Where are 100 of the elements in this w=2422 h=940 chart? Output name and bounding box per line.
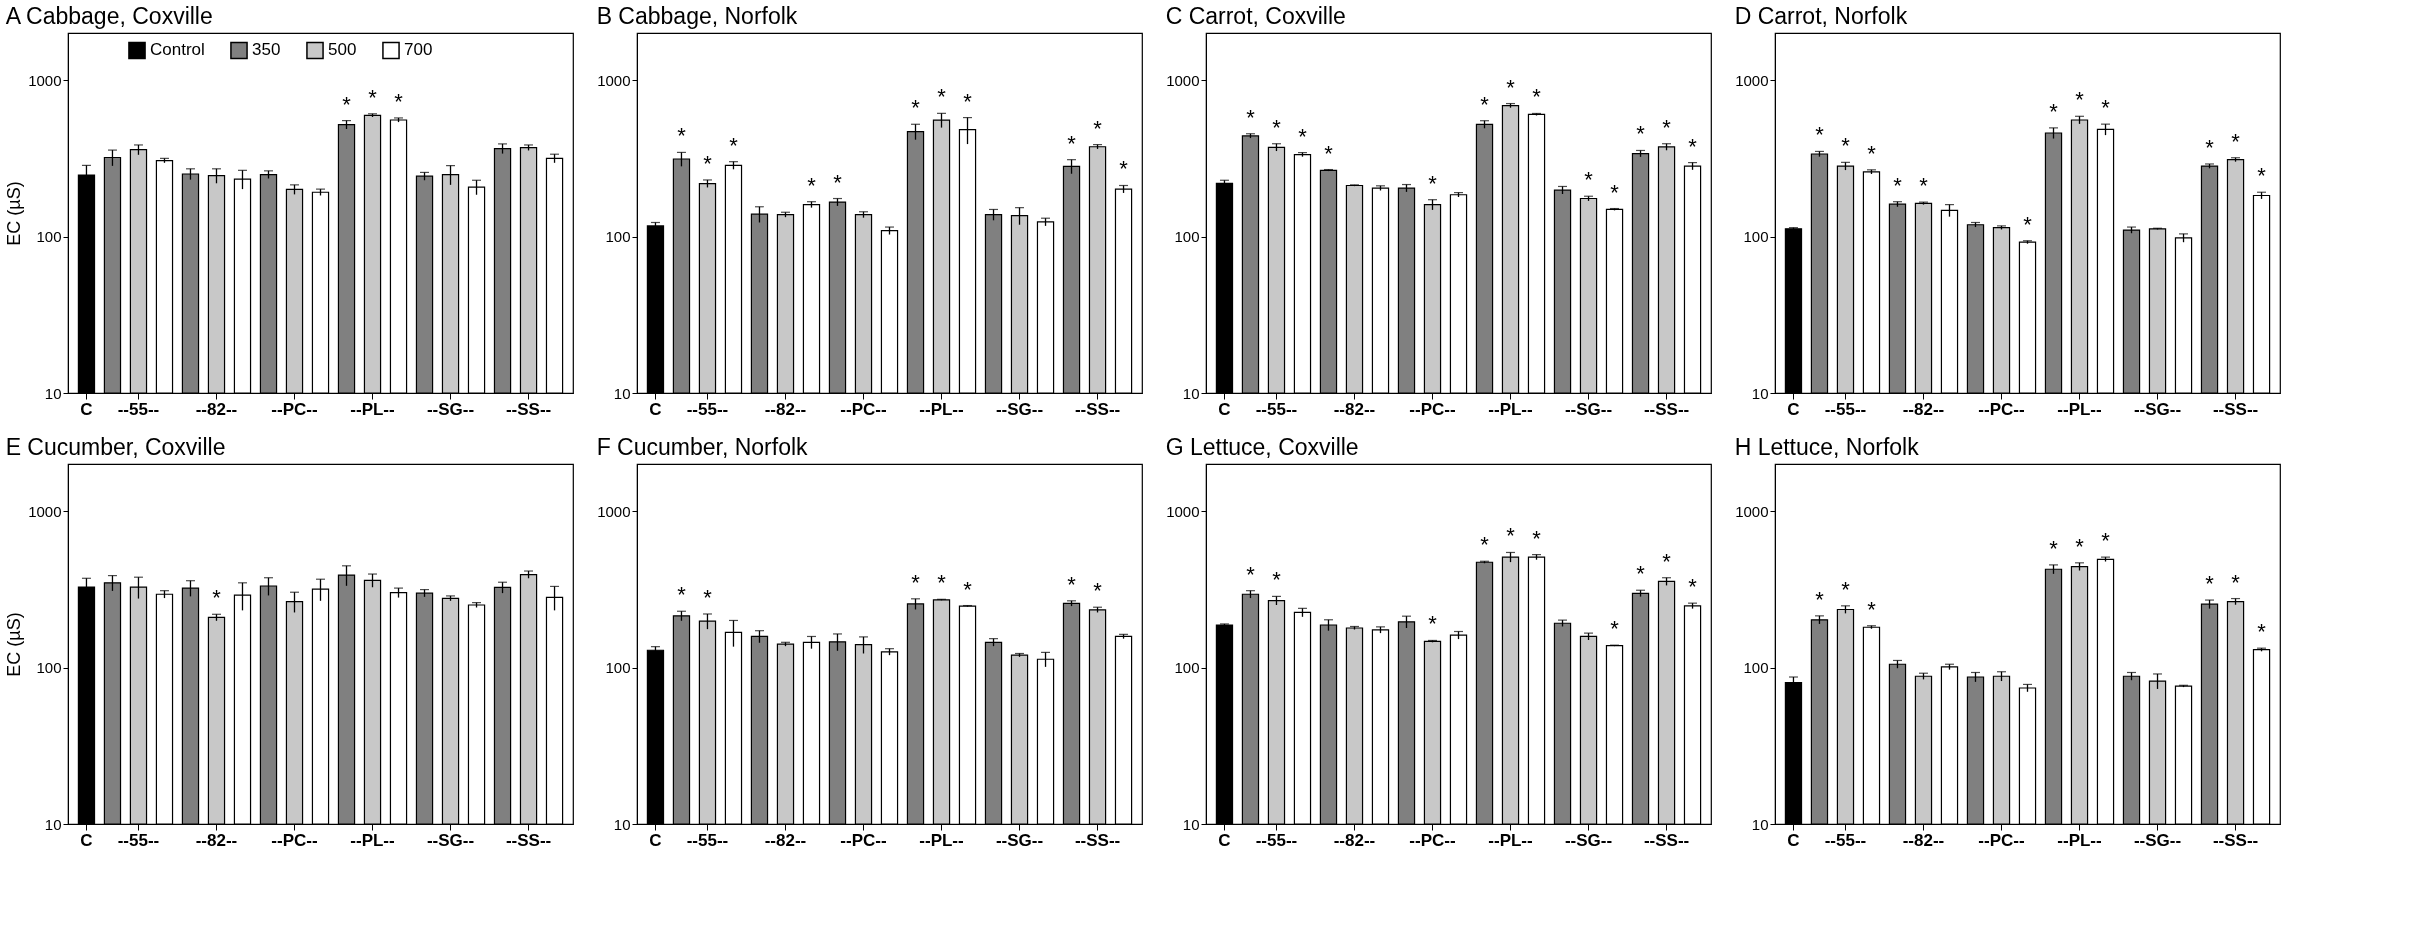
data-label: * [1272,114,1282,140]
data-label: * [937,570,947,596]
x-tick-label: --SG-- [995,830,1044,850]
x-tick-label: --SG-- [426,830,475,850]
x-tick-label: C [1218,399,1231,419]
x-tick-label: --PL-- [919,399,964,419]
data-label: * [963,88,973,114]
data-label: * [1636,121,1646,147]
chart-title: C Carrot, Coxville [1165,3,1346,29]
data-label: * [2205,571,2215,597]
x-tick-label: --PL-- [1488,830,1533,850]
data-label: * [1662,114,1672,140]
x-tick-label: C [649,830,662,850]
data-label: * [1610,616,1620,642]
chart-title: G Lettuce, Coxville [1165,434,1359,460]
data-label: * [1428,170,1438,196]
y-tick-label: 100 [36,228,62,246]
x-tick-label: --SG-- [1564,830,1613,850]
data-label: * [1093,578,1103,604]
legend-label: 350 [252,40,281,60]
data-label: * [2075,533,2085,559]
y-axis-title: EC (µS) [4,612,25,677]
x-tick-label: --82-- [1902,399,1945,419]
data-label: * [677,582,687,608]
data-label: * [1688,574,1698,600]
x-tick-label: --82-- [764,399,807,419]
x-tick-label: --PC-- [840,399,887,419]
x-tick-label: --SS-- [2212,399,2259,419]
x-tick-label: --PL-- [1488,399,1533,419]
data-label: * [1636,561,1646,587]
x-tick-label: --55-- [686,830,729,850]
x-tick-label: C [649,399,662,419]
data-label: * [1272,567,1282,593]
x-tick-label: --55-- [1255,830,1298,850]
chart-title: A Cabbage, Coxville [5,3,213,29]
data-label: * [1298,123,1308,149]
x-tick-label: --PC-- [840,830,887,850]
data-label: * [2257,163,2267,189]
y-tick-label: 10 [613,384,631,402]
chart-title: E Cucumber, Coxville [5,434,226,460]
data-label: * [2101,528,2111,554]
x-tick-label: --PC-- [1978,399,2025,419]
data-label: * [1815,122,1825,148]
data-label: * [1867,596,1877,622]
x-tick-label: --PC-- [1978,830,2025,850]
data-label: * [2231,569,2241,595]
x-tick-label: --SG-- [1564,399,1613,419]
data-label: * [1506,74,1516,100]
data-label: * [677,123,687,149]
y-tick-label: 100 [1174,228,1200,246]
y-tick-label: 10 [1182,815,1200,833]
data-label: * [1532,84,1542,110]
data-label: * [1919,173,1929,199]
y-axis-title: EC (µS) [4,181,25,246]
data-label: * [937,84,947,110]
x-tick-label: --SS-- [505,399,552,419]
data-label: * [1893,172,1903,198]
data-label: * [1428,611,1438,637]
data-label: * [1324,140,1334,166]
chart-title: F Cucumber, Norfolk [596,434,809,460]
data-label: * [2075,87,2085,113]
x-tick-label: --PC-- [1409,830,1456,850]
x-tick-label: --55-- [686,399,729,419]
x-tick-label: --PL-- [2057,830,2102,850]
x-tick-label: --SS-- [1643,830,1690,850]
data-label: * [703,150,713,176]
y-tick-label: 100 [605,659,631,677]
x-tick-label: --SG-- [2133,830,2182,850]
data-label: * [1815,586,1825,612]
x-tick-label: C [1787,399,1800,419]
legend-label: 500 [328,40,357,60]
x-tick-label: --SS-- [1643,399,1690,419]
data-label: * [703,584,713,610]
data-label: * [1841,576,1851,602]
data-label: * [1067,130,1077,156]
data-label: * [1506,523,1516,549]
x-tick-label: --SG-- [2133,399,2182,419]
data-label: * [2049,98,2059,124]
y-tick-label: 1000 [1166,502,1200,520]
x-tick-label: --PL-- [919,830,964,850]
data-label: * [394,88,404,114]
data-label: * [2023,211,2033,237]
data-label: * [1067,571,1077,597]
x-tick-label: --PC-- [271,399,318,419]
y-tick-label: 10 [1751,384,1769,402]
data-label: * [1246,561,1256,587]
y-tick-label: 100 [36,659,62,677]
x-tick-label: --82-- [1333,830,1376,850]
x-tick-label: --SG-- [995,399,1044,419]
data-label: * [2231,128,2241,154]
data-label: * [911,569,921,595]
data-label: * [1532,525,1542,551]
data-label: * [1662,548,1672,574]
y-tick-label: 1000 [1735,502,1769,520]
x-tick-label: --PC-- [1409,399,1456,419]
data-label: * [807,172,817,198]
y-tick-label: 1000 [1735,71,1769,89]
y-tick-label: 100 [605,228,631,246]
data-label: * [1841,133,1851,159]
x-tick-label: --SS-- [505,830,552,850]
